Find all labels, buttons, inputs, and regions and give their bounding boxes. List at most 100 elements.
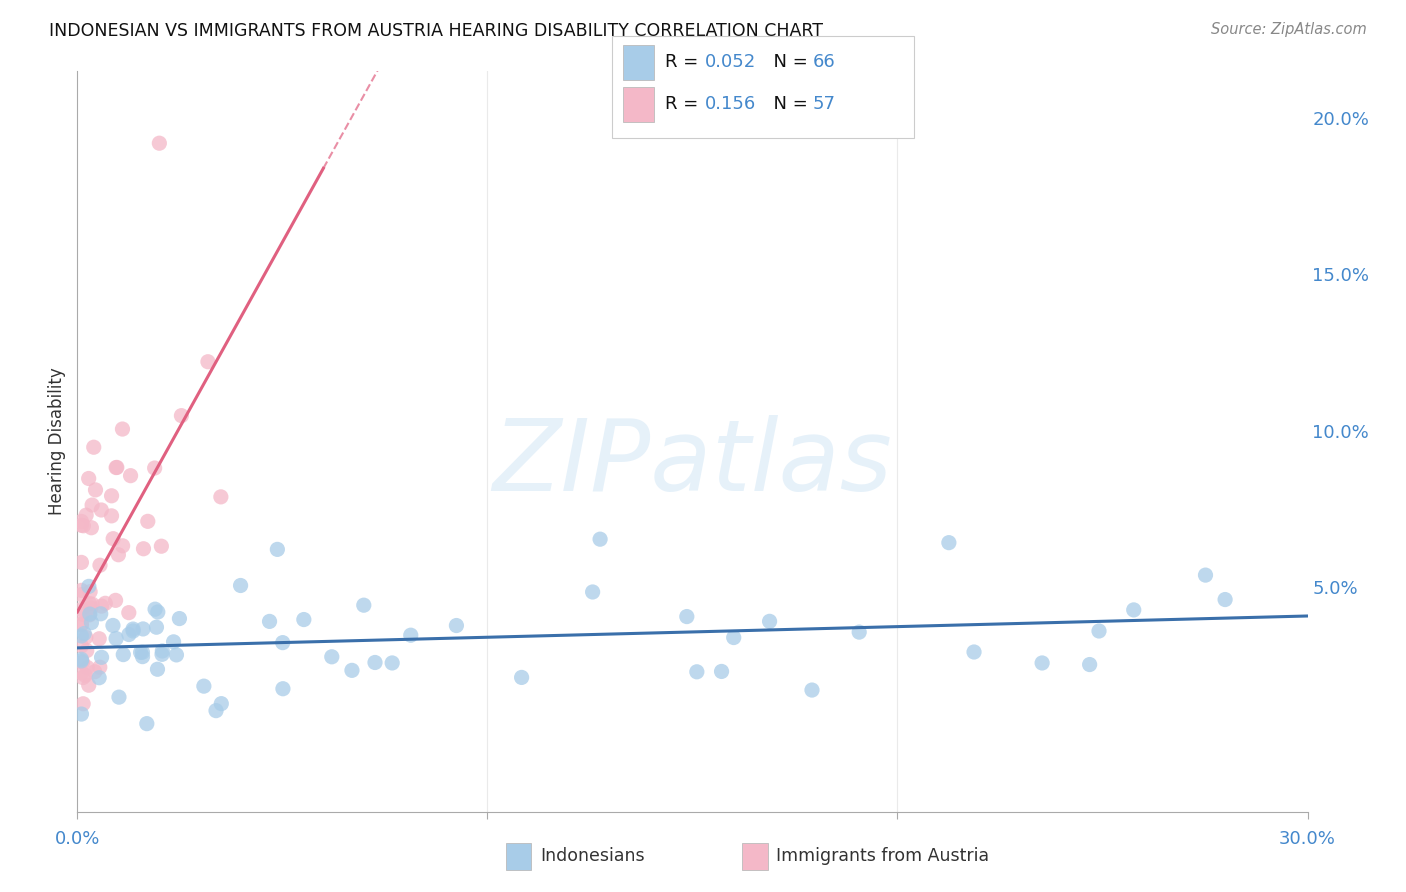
Y-axis label: Hearing Disability: Hearing Disability — [48, 368, 66, 516]
Point — [122, 622, 145, 636]
Point — [72, 518, 94, 533]
Point — [1088, 624, 1111, 638]
Point — [72, 607, 94, 622]
Point — [271, 635, 294, 649]
Point — [686, 665, 709, 679]
Point — [146, 662, 169, 676]
Point — [82, 498, 104, 512]
Point — [963, 645, 986, 659]
Point — [193, 679, 215, 693]
Point — [148, 136, 170, 151]
Point — [353, 598, 375, 612]
Point — [150, 539, 173, 553]
Point — [70, 707, 93, 722]
Point — [259, 615, 281, 629]
Point — [89, 632, 111, 646]
Point — [104, 593, 127, 607]
Point — [80, 521, 103, 535]
Point — [79, 607, 101, 621]
Point — [70, 602, 93, 616]
Point — [70, 617, 93, 632]
Text: 0.156: 0.156 — [704, 95, 755, 113]
Point — [83, 665, 105, 679]
Point — [76, 660, 98, 674]
Point — [90, 599, 112, 614]
Point — [79, 584, 101, 599]
Point — [446, 618, 468, 632]
Point — [76, 643, 98, 657]
Point — [75, 508, 97, 522]
Point — [165, 648, 187, 662]
Point — [129, 645, 152, 659]
Point — [108, 690, 131, 705]
Point — [105, 632, 128, 646]
Point — [75, 631, 97, 645]
Point — [209, 697, 232, 711]
Text: 0.052: 0.052 — [704, 54, 755, 71]
Point — [100, 508, 122, 523]
Point — [112, 648, 135, 662]
Point — [723, 631, 745, 645]
Point — [145, 620, 167, 634]
Point — [162, 635, 184, 649]
Text: 57: 57 — [813, 95, 835, 113]
Point — [79, 607, 101, 622]
Point — [70, 588, 93, 602]
Point — [111, 422, 134, 436]
Point — [80, 601, 103, 615]
Point — [80, 615, 103, 630]
Point — [205, 704, 228, 718]
Point — [132, 622, 155, 636]
Text: 30.0%: 30.0% — [1279, 830, 1336, 848]
Text: Indonesians: Indonesians — [540, 847, 644, 865]
Point — [1213, 592, 1236, 607]
Point — [77, 579, 100, 593]
Point — [70, 617, 93, 632]
Point — [80, 597, 103, 611]
Point — [1078, 657, 1101, 672]
Point — [710, 665, 733, 679]
Text: N =: N = — [762, 54, 814, 71]
Point — [70, 556, 93, 570]
Point — [1194, 568, 1216, 582]
Text: Source: ZipAtlas.com: Source: ZipAtlas.com — [1211, 22, 1367, 37]
Point — [848, 625, 870, 640]
Point — [70, 639, 93, 653]
Point — [169, 611, 191, 625]
Point — [101, 532, 124, 546]
Point — [581, 585, 603, 599]
Point — [75, 668, 97, 682]
Point — [79, 597, 101, 611]
Point — [89, 558, 111, 573]
Point — [510, 670, 533, 684]
Point — [94, 596, 117, 610]
Point — [77, 678, 100, 692]
Point — [89, 660, 111, 674]
Point — [381, 656, 404, 670]
Text: N =: N = — [762, 95, 814, 113]
Point — [135, 716, 157, 731]
Point — [84, 483, 107, 497]
Point — [292, 613, 315, 627]
Point — [209, 490, 232, 504]
Point — [70, 665, 93, 680]
Point — [131, 649, 153, 664]
Point — [143, 602, 166, 616]
Text: INDONESIAN VS IMMIGRANTS FROM AUSTRIA HEARING DISABILITY CORRELATION CHART: INDONESIAN VS IMMIGRANTS FROM AUSTRIA HE… — [49, 22, 823, 40]
Point — [321, 649, 343, 664]
Point — [266, 542, 288, 557]
Point — [111, 539, 134, 553]
Point — [89, 671, 111, 685]
Point — [399, 628, 422, 642]
Point — [83, 440, 105, 454]
Text: R =: R = — [665, 54, 704, 71]
Point — [77, 471, 100, 485]
Point — [120, 468, 142, 483]
Point — [70, 629, 93, 643]
Point — [150, 644, 173, 658]
Point — [90, 607, 112, 621]
Point — [73, 626, 96, 640]
Point — [364, 656, 387, 670]
Point — [131, 645, 153, 659]
Point — [146, 605, 169, 619]
